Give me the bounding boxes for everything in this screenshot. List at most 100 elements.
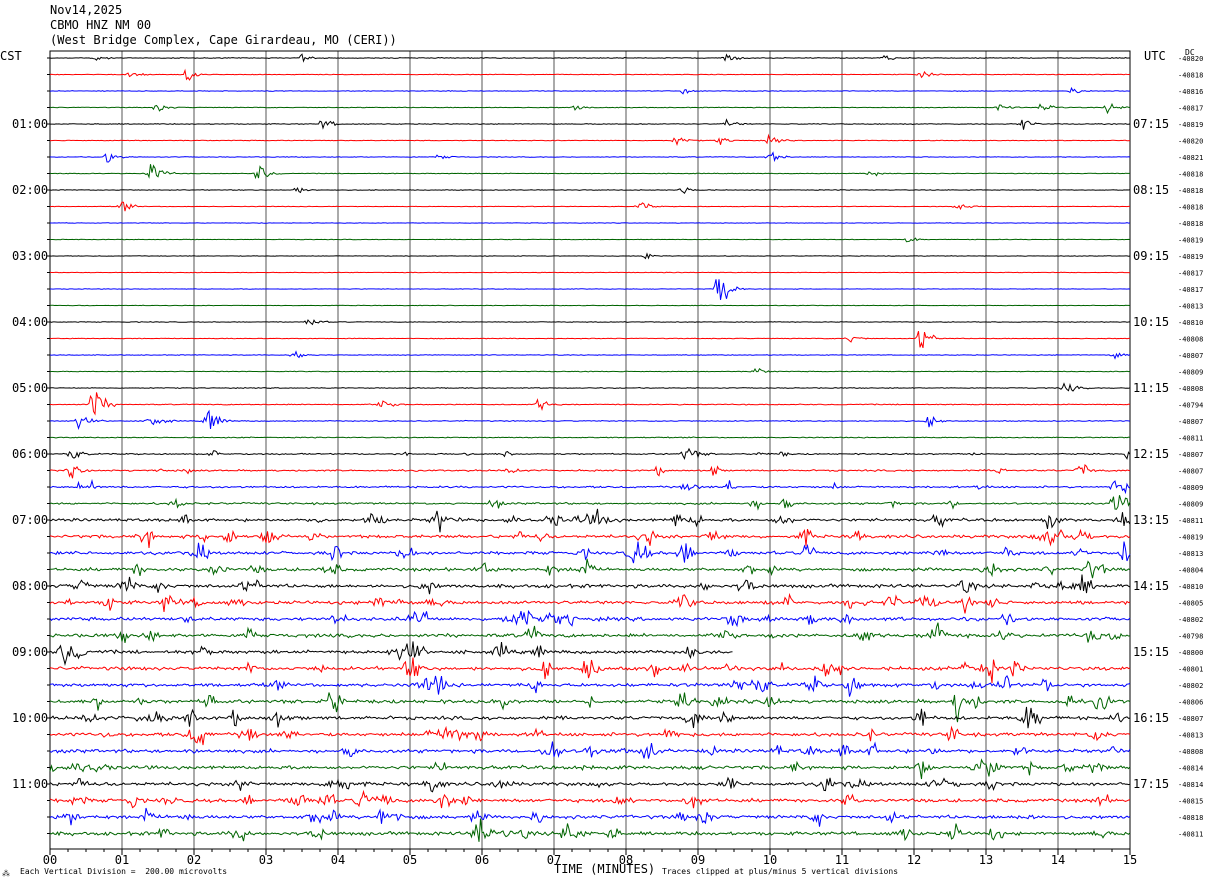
seismic-trace <box>49 464 1131 479</box>
cst-time-label: 07:00 <box>12 513 48 527</box>
cst-time-label: 03:00 <box>12 249 48 263</box>
x-tick-label: 12 <box>907 853 921 867</box>
utc-time-label: 08:15 <box>1133 183 1169 197</box>
seismic-trace <box>49 622 1131 643</box>
cst-time-label: 04:00 <box>12 315 48 329</box>
dc-offset-label: -40808 <box>1178 748 1203 756</box>
x-tick-label: 13 <box>979 853 993 867</box>
utc-time-label: 16:15 <box>1133 711 1169 725</box>
dc-offset-label: -40819 <box>1178 237 1203 245</box>
seismic-trace <box>49 674 1131 697</box>
utc-time-label: 12:15 <box>1133 447 1169 461</box>
dc-offset-label: -40806 <box>1178 699 1203 707</box>
seismic-trace <box>49 447 1131 460</box>
seismic-trace <box>49 331 1130 349</box>
cst-time-label: 10:00 <box>12 711 48 725</box>
label-group: 00 01 02 03 04 05 06 07 08 09 10 11 12 13 14 15 -40820 -4… <box>12 55 1203 867</box>
dc-offset-label: -40807 <box>1178 468 1203 476</box>
seismic-trace <box>50 392 1131 416</box>
seismic-trace <box>49 725 1131 746</box>
dc-offset-label: -40802 <box>1178 616 1203 624</box>
cst-time-label: 01:00 <box>12 117 48 131</box>
seismic-trace <box>49 692 1131 723</box>
seismic-trace <box>49 558 1131 579</box>
seismic-trace <box>49 68 1131 81</box>
seismic-trace <box>49 758 1131 780</box>
utc-time-label: 11:15 <box>1133 381 1169 395</box>
seismic-trace <box>49 789 1131 809</box>
seismic-trace <box>49 319 1131 326</box>
dc-offset-label: -40801 <box>1178 666 1203 674</box>
utc-time-label: 15:15 <box>1133 645 1169 659</box>
dc-offset-label: -40794 <box>1178 402 1203 410</box>
x-tick-label: 10 <box>763 853 777 867</box>
dc-offset-label: -40817 <box>1178 286 1203 294</box>
dc-offset-label: -40818 <box>1178 220 1203 228</box>
dc-offset-label: -40816 <box>1178 88 1203 96</box>
seismic-trace <box>49 641 733 666</box>
dc-offset-label: -40815 <box>1178 798 1203 806</box>
dc-offset-label: -40811 <box>1178 517 1203 525</box>
header-station: CBMO HNZ NM 00 <box>50 18 152 32</box>
seismic-trace <box>50 222 1131 224</box>
cst-time-label: 09:00 <box>12 645 48 659</box>
x-tick-label: 02 <box>187 853 201 867</box>
x-tick-label: 00 <box>43 853 57 867</box>
dc-offset-label: -40813 <box>1178 303 1203 311</box>
seismic-trace <box>49 304 1131 307</box>
seismic-trace <box>49 367 1131 373</box>
utc-time-label: 17:15 <box>1133 777 1169 791</box>
seismic-trace <box>49 201 1130 212</box>
seismic-trace <box>49 53 1130 63</box>
dc-offset-label: -40821 <box>1178 154 1203 162</box>
dc-offset-label: -40811 <box>1178 831 1203 839</box>
dc-offset-label: -40810 <box>1178 319 1203 327</box>
x-tick-label: 04 <box>331 853 345 867</box>
seismic-trace <box>49 350 1131 360</box>
cst-time-label: 06:00 <box>12 447 48 461</box>
clip-note: Traces clipped at plus/minus 5 vertical … <box>662 867 899 876</box>
x-tick-label: 03 <box>259 853 273 867</box>
dc-offset-label: -40813 <box>1178 550 1203 558</box>
cst-time-label: 02:00 <box>12 183 48 197</box>
x-tick-label: 07 <box>547 853 561 867</box>
dc-offset-label: -40807 <box>1178 715 1203 723</box>
dc-offset-label: -40809 <box>1178 484 1203 492</box>
dc-offset-label: -40805 <box>1178 600 1203 608</box>
plot-grid <box>49 50 1131 850</box>
seismic-trace <box>49 382 1131 392</box>
x-tick-label: 06 <box>475 853 489 867</box>
x-tick-label: 15 <box>1123 853 1137 867</box>
seismic-trace <box>49 592 1131 614</box>
dc-offset-label: -40818 <box>1178 814 1203 822</box>
dc-offset-label: -40809 <box>1178 501 1203 509</box>
seismic-trace <box>49 151 1131 163</box>
x-tick-label: 01 <box>115 853 129 867</box>
seismic-trace <box>49 706 1131 729</box>
seismic-trace <box>49 478 1131 495</box>
x-tick-label: 09 <box>691 853 705 867</box>
dc-offset-label: -40820 <box>1178 138 1203 146</box>
seismic-trace <box>49 436 1131 439</box>
header-location: (West Bridge Complex, Cape Girardeau, MO… <box>50 33 397 47</box>
seismic-trace <box>49 807 1131 827</box>
left-timezone-label: CST <box>0 49 22 63</box>
dc-offset-label: -40810 <box>1178 583 1203 591</box>
seismic-trace <box>49 271 1131 274</box>
dc-offset-label: -40819 <box>1178 253 1203 261</box>
seismic-trace <box>49 528 1131 548</box>
corner-mark: ⁂ <box>2 869 10 878</box>
cst-time-label: 11:00 <box>12 777 48 791</box>
seismic-trace <box>49 657 1131 684</box>
right-timezone-label: UTC <box>1144 49 1166 63</box>
seismic-trace <box>49 495 1131 511</box>
dc-offset-label: -40808 <box>1178 385 1203 393</box>
header-date: Nov14,2025 <box>50 3 123 17</box>
dc-offset-label: -40808 <box>1178 336 1203 344</box>
dc-offset-label: -40814 <box>1178 781 1203 789</box>
x-tick-label: 08 <box>619 853 633 867</box>
seismic-trace <box>49 818 1131 842</box>
dc-offset-label: -40798 <box>1178 633 1203 641</box>
cst-time-label: 08:00 <box>12 579 48 593</box>
dc-offset-label: -40817 <box>1178 105 1203 113</box>
